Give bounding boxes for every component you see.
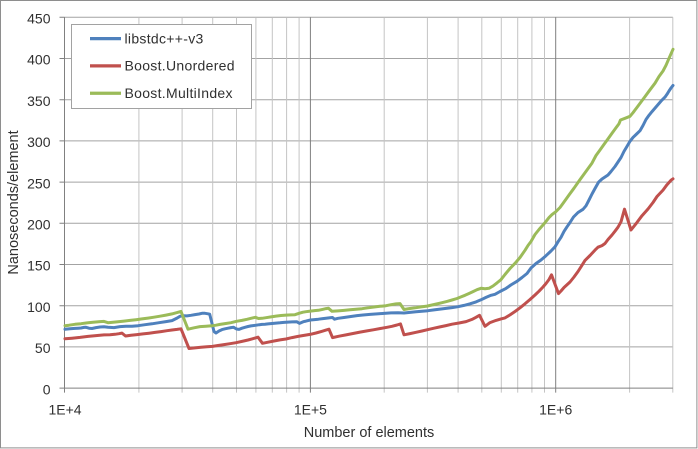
- svg-text:1E+5: 1E+5: [294, 401, 327, 417]
- svg-text:200: 200: [27, 217, 51, 233]
- svg-text:Number of elements: Number of elements: [304, 425, 435, 441]
- svg-text:400: 400: [27, 52, 51, 68]
- svg-text:libstdc++-v3: libstdc++-v3: [125, 30, 204, 46]
- svg-text:0: 0: [43, 381, 51, 397]
- svg-text:450: 450: [27, 11, 51, 27]
- svg-text:Boost.Unordered: Boost.Unordered: [125, 58, 235, 74]
- svg-text:1E+4: 1E+4: [48, 401, 81, 417]
- svg-text:150: 150: [27, 258, 51, 274]
- svg-text:100: 100: [27, 299, 51, 315]
- svg-text:250: 250: [27, 175, 51, 191]
- svg-text:Boost.MultiIndex: Boost.MultiIndex: [125, 85, 233, 101]
- svg-text:50: 50: [35, 340, 51, 356]
- svg-text:300: 300: [27, 134, 51, 150]
- svg-text:350: 350: [27, 93, 51, 109]
- svg-text:Nanoseconds/element: Nanoseconds/element: [6, 130, 22, 274]
- svg-text:1E+6: 1E+6: [539, 401, 572, 417]
